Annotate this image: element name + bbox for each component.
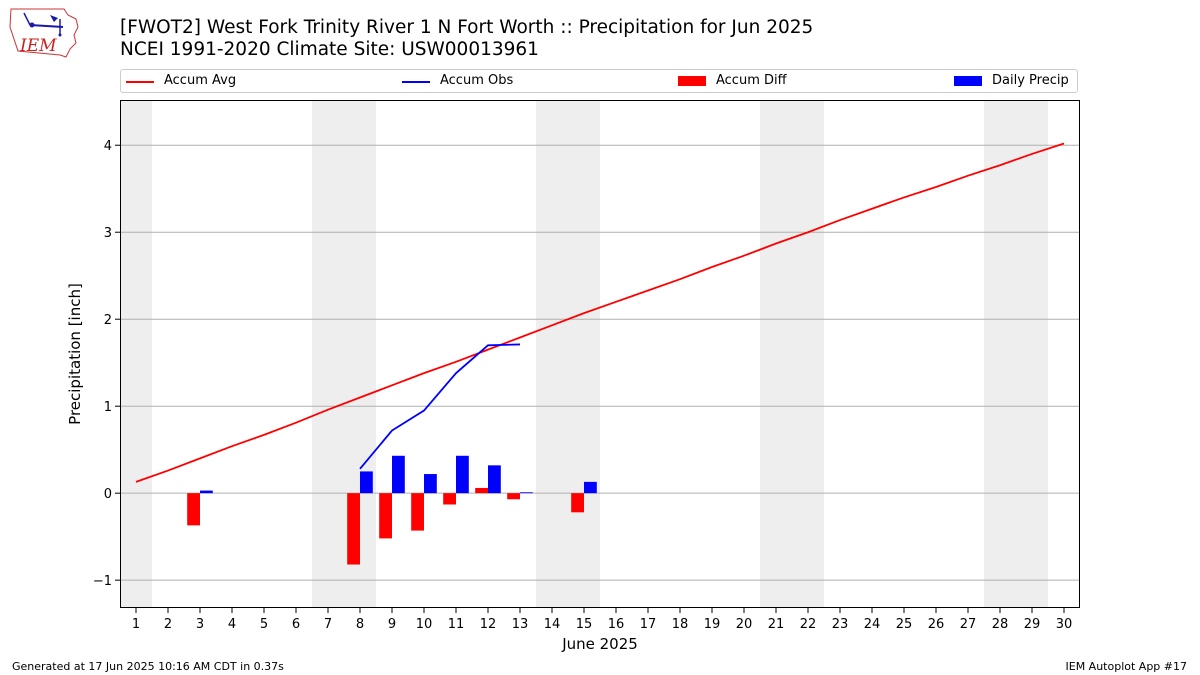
- bar-accum-diff: [347, 493, 360, 565]
- x-tick-label: 19: [704, 617, 721, 632]
- bar-accum-diff: [571, 493, 584, 513]
- x-tick-label: 28: [992, 617, 1009, 632]
- x-tick-label: 16: [608, 617, 625, 632]
- legend: Accum Avg Accum Obs Accum Diff Daily Pre…: [120, 69, 1078, 93]
- x-tick-label: 7: [324, 617, 332, 632]
- plot-frame: [120, 100, 1080, 608]
- x-tick-label: 8: [356, 617, 364, 632]
- x-tick-label: 21: [768, 617, 785, 632]
- x-tick-label: 20: [736, 617, 753, 632]
- weekend-band: [984, 100, 1048, 608]
- footer-app: IEM Autoplot App #17: [1065, 660, 1188, 673]
- bar-daily-precip: [424, 474, 437, 494]
- x-tick-label: 1: [132, 617, 140, 632]
- x-axis-ticks: 1 2 3 4 5 6 7 8 9 10 11 12 13 14 15 16 17 18 19 20 21 22 23 24 2…: [132, 608, 1072, 632]
- bar-daily-precip: [392, 455, 405, 494]
- x-tick-label: 4: [228, 617, 236, 632]
- weekend-band: [312, 100, 376, 608]
- bar-daily-precip: [200, 490, 213, 494]
- bar-accum-diff: [187, 493, 200, 526]
- legend-swatch-daily-precip: [954, 76, 982, 86]
- bar-daily-precip: [520, 492, 533, 494]
- x-tick-label: 5: [260, 617, 268, 632]
- x-tick-label: 23: [832, 617, 849, 632]
- bar-accum-diff: [411, 493, 424, 531]
- weekend-band: [536, 100, 600, 608]
- bar-accum-diff: [443, 493, 456, 505]
- x-axis-label: June 2025: [561, 635, 638, 653]
- bar-accum-diff: [475, 487, 488, 494]
- legend-label-accum-avg: Accum Avg: [164, 73, 237, 88]
- legend-swatch-accum-avg: [126, 81, 154, 83]
- x-tick-label: 14: [544, 617, 561, 632]
- bar-daily-precip: [584, 481, 597, 494]
- bar-daily-precip: [456, 455, 469, 494]
- x-tick-label: 3: [196, 617, 204, 632]
- y-tick-label: 2: [104, 313, 112, 328]
- x-tick-label: 30: [1056, 617, 1073, 632]
- bar-accum-diff: [507, 493, 520, 500]
- x-tick-label: 17: [640, 617, 657, 632]
- iem-logo: IEM: [9, 8, 79, 58]
- line-accum-avg: [135, 142, 1065, 483]
- series-lines: [135, 142, 1065, 483]
- x-tick-label: 15: [576, 617, 593, 632]
- y-axis-label: Precipitation [inch]: [66, 283, 84, 425]
- legend-swatch-accum-diff: [678, 76, 706, 86]
- bars: [187, 455, 597, 565]
- y-tick-label: −1: [93, 574, 112, 589]
- bar-daily-precip: [488, 465, 501, 494]
- x-tick-label: 18: [672, 617, 689, 632]
- x-tick-label: 29: [1024, 617, 1041, 632]
- line-accum-obs: [359, 343, 521, 470]
- x-tick-label: 6: [292, 617, 300, 632]
- y-tick-label: 4: [104, 139, 112, 154]
- legend-label-daily-precip: Daily Precip: [992, 73, 1069, 88]
- weekend-shading: [120, 100, 1048, 608]
- y-axis-ticks: −1 0 1 2 3 4: [93, 139, 120, 589]
- y-tick-label: 0: [104, 487, 112, 502]
- logo-text: IEM: [19, 36, 57, 56]
- chart-title: [FWOT2] West Fork Trinity River 1 N Fort…: [120, 17, 814, 38]
- y-tick-label: 1: [104, 400, 112, 415]
- legend-label-accum-diff: Accum Diff: [716, 73, 787, 88]
- x-tick-label: 13: [512, 617, 529, 632]
- x-tick-label: 11: [448, 617, 465, 632]
- x-tick-label: 2: [164, 617, 172, 632]
- bar-daily-precip: [360, 471, 373, 494]
- x-tick-label: 27: [960, 617, 977, 632]
- chart-subtitle: NCEI 1991-2020 Climate Site: USW00013961: [120, 39, 539, 60]
- footer-generated: Generated at 17 Jun 2025 10:16 AM CDT in…: [12, 660, 284, 673]
- weekend-band: [120, 100, 152, 608]
- x-tick-label: 12: [480, 617, 497, 632]
- y-tick-label: 3: [104, 226, 112, 241]
- x-tick-label: 26: [928, 617, 945, 632]
- x-tick-label: 9: [388, 617, 396, 632]
- x-tick-label: 22: [800, 617, 817, 632]
- legend-label-accum-obs: Accum Obs: [440, 73, 514, 88]
- bar-accum-diff: [379, 493, 392, 539]
- grid-lines: [120, 144, 1080, 581]
- legend-swatch-accum-obs: [402, 81, 430, 83]
- x-tick-label: 24: [864, 617, 881, 632]
- x-tick-label: 25: [896, 617, 913, 632]
- weekend-band: [760, 100, 824, 608]
- x-tick-label: 10: [416, 617, 433, 632]
